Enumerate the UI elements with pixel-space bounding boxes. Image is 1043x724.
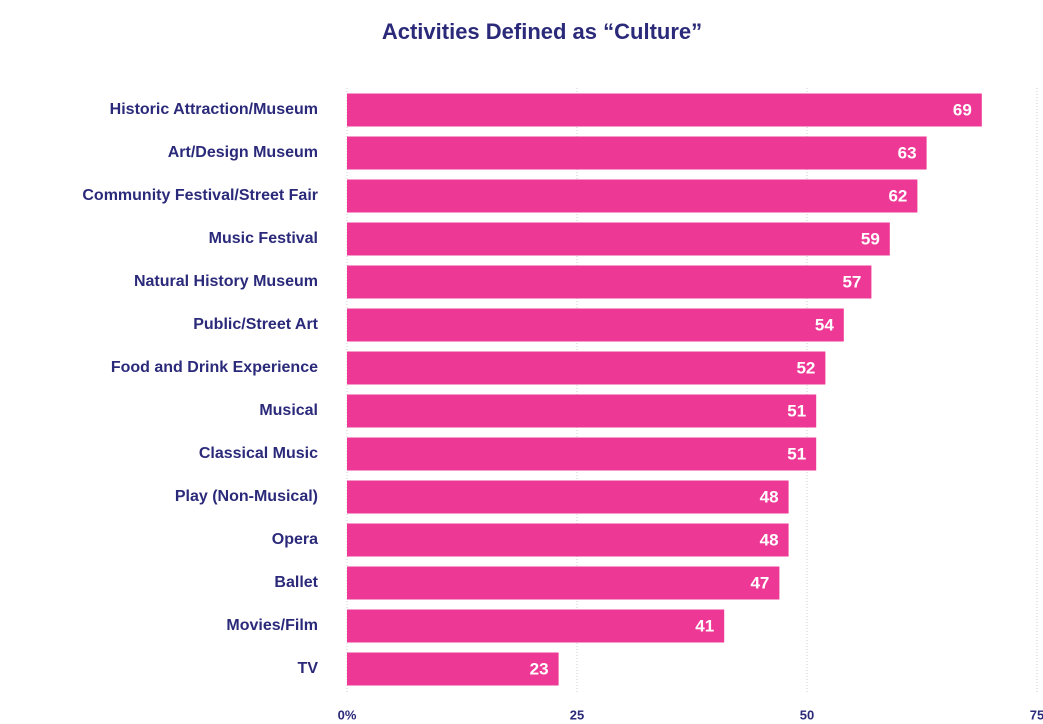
value-label: 59 xyxy=(861,229,880,248)
bar xyxy=(347,93,982,127)
value-label: 51 xyxy=(787,444,806,463)
x-tick-label: 50 xyxy=(800,707,814,722)
category-label: Ballet xyxy=(274,574,318,591)
value-label: 57 xyxy=(842,272,861,291)
category-label: Historic Attraction/Museum xyxy=(110,101,318,118)
bar xyxy=(347,652,559,686)
bar xyxy=(347,136,927,170)
category-label: Classical Music xyxy=(199,445,318,462)
bar xyxy=(347,523,789,557)
bar xyxy=(347,222,890,256)
category-label: Food and Drink Experience xyxy=(111,359,318,376)
bar xyxy=(347,394,817,428)
category-label: TV xyxy=(298,660,319,677)
category-label: Music Festival xyxy=(209,230,318,247)
category-label: Play (Non-Musical) xyxy=(175,488,318,505)
bar xyxy=(347,609,725,643)
x-tick-label: 0% xyxy=(338,707,357,722)
value-label: 54 xyxy=(815,315,834,334)
value-label: 47 xyxy=(750,573,769,592)
value-label: 48 xyxy=(760,530,779,549)
value-label: 63 xyxy=(898,143,917,162)
value-label: 48 xyxy=(760,487,779,506)
value-label: 52 xyxy=(796,358,815,377)
category-label: Art/Design Museum xyxy=(168,144,318,161)
x-tick-label: 75 xyxy=(1030,707,1043,722)
chart-title: Activities Defined as “Culture” xyxy=(382,19,702,44)
category-label: Opera xyxy=(272,531,318,548)
bar xyxy=(347,351,826,385)
x-tick-label: 25 xyxy=(570,707,584,722)
value-label: 23 xyxy=(530,659,549,678)
bar xyxy=(347,265,872,299)
category-label: Movies/Film xyxy=(226,617,318,634)
bar xyxy=(347,437,817,471)
bar xyxy=(347,179,918,213)
bar xyxy=(347,480,789,514)
bar xyxy=(347,308,844,342)
category-label: Musical xyxy=(259,402,318,419)
category-label: Public/Street Art xyxy=(193,316,318,333)
category-label: Natural History Museum xyxy=(134,273,318,290)
value-label: 69 xyxy=(953,100,972,119)
category-label: Community Festival/Street Fair xyxy=(82,187,318,204)
value-label: 41 xyxy=(695,616,714,635)
bar xyxy=(347,566,780,600)
value-label: 51 xyxy=(787,401,806,420)
value-label: 62 xyxy=(888,186,907,205)
